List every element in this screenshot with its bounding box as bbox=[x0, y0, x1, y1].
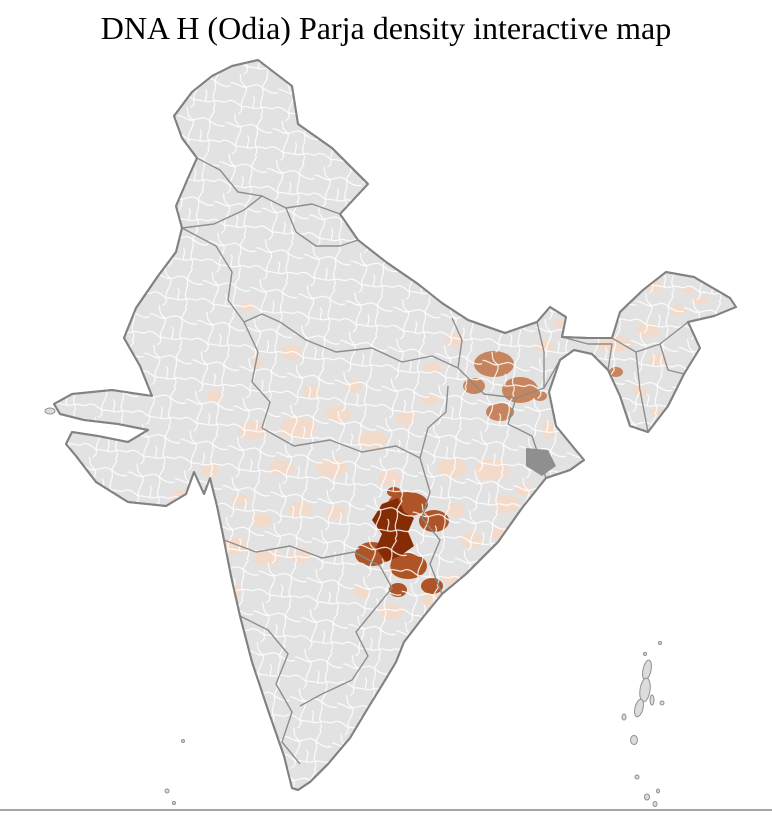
andaman-nicobar-islands[interactable] bbox=[621, 641, 665, 807]
state-borders bbox=[181, 157, 689, 765]
bottom-divider bbox=[0, 809, 772, 811]
kutch-west-islet bbox=[44, 407, 56, 415]
lakshadweep-islands[interactable] bbox=[164, 739, 185, 805]
map-title: DNA H (Odia) Parja density interactive m… bbox=[100, 10, 672, 46]
sundarbans-area bbox=[526, 448, 556, 476]
